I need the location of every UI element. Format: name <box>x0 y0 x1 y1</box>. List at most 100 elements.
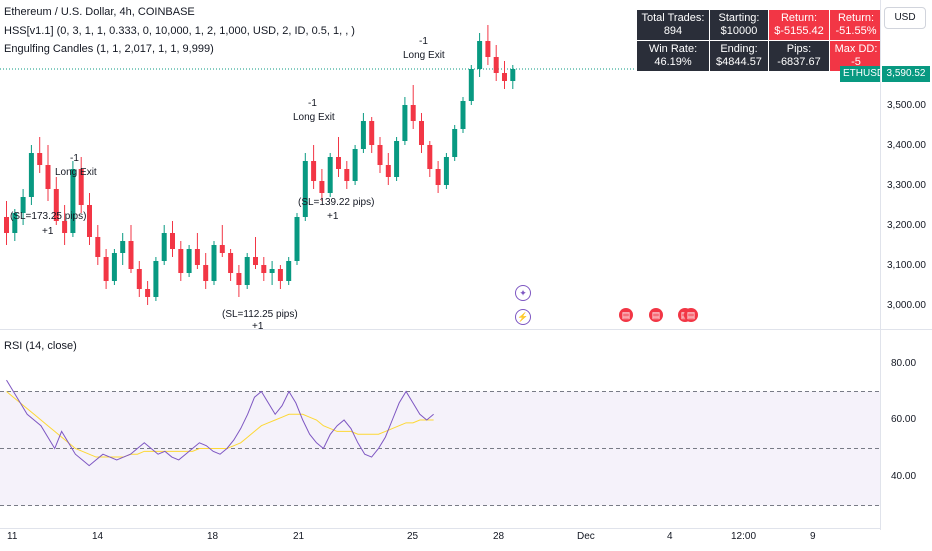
candle-body <box>136 269 142 289</box>
price-tick: 3,300.00 <box>887 180 926 191</box>
time-tick: 9 <box>810 531 816 542</box>
candle-body <box>78 169 84 205</box>
candle-body <box>502 73 507 81</box>
time-tick: 11 <box>7 531 18 542</box>
long-exit-label: Long Exit <box>293 112 335 123</box>
time-tick: 21 <box>293 531 305 542</box>
candle-body <box>286 261 292 281</box>
return-abs-cell: Return: $-5155.42 <box>768 9 830 41</box>
indicator-engulfing-legend[interactable]: Engulfing Candles (1, 1, 2,017, 1, 1, 9,… <box>4 43 214 55</box>
candle-body <box>236 273 242 285</box>
plus-one-label: +1 <box>42 226 54 237</box>
total-trades-label: Total Trades: <box>641 12 705 24</box>
candle-body <box>510 69 516 81</box>
candle-body <box>4 217 9 233</box>
candle-body <box>253 257 258 265</box>
candle-body <box>460 101 466 129</box>
rsi-chart[interactable] <box>0 330 880 528</box>
candle-body <box>352 149 358 181</box>
event-bolt-icon[interactable]: ⚡ <box>515 309 531 325</box>
candle-body <box>186 249 192 273</box>
minus-one-label: -1 <box>308 98 317 109</box>
candle-body <box>145 289 151 297</box>
us-flag-icon[interactable]: ▤ <box>619 308 633 322</box>
pips-cell: Pips: -6837.67 <box>768 40 830 72</box>
candle-body <box>377 145 383 165</box>
max-dd-value: -5 <box>851 56 861 68</box>
rsi-tick: 40.00 <box>891 471 917 482</box>
candle-body <box>477 41 483 69</box>
candle-body <box>344 169 350 181</box>
candle-body <box>203 265 209 281</box>
candle-body <box>12 213 18 233</box>
price-tick: 3,400.00 <box>887 140 926 151</box>
price-tick: 3,000.00 <box>887 300 926 311</box>
candle-body <box>87 205 92 237</box>
candle-body <box>37 153 43 165</box>
stop-loss-label: (SL=173.25 pips) <box>10 211 87 222</box>
minus-one-label: -1 <box>419 36 428 47</box>
time-tick: 14 <box>92 531 104 542</box>
starting-label: Starting: <box>718 12 760 24</box>
candle-body <box>45 165 51 189</box>
candle-body <box>128 241 134 269</box>
candle-body <box>319 181 325 193</box>
candle-body <box>62 221 68 233</box>
return-pct-cell: Return: -51.55% <box>829 9 883 41</box>
candle-body <box>435 169 441 185</box>
candle-body <box>170 233 175 249</box>
price-axis[interactable]: 3,500.00 3,400.00 3,300.00 3,200.00 3,10… <box>880 0 932 530</box>
time-tick: Dec <box>577 531 595 542</box>
candle-body <box>20 197 26 213</box>
candle-body <box>327 157 333 193</box>
time-axis[interactable] <box>0 528 880 551</box>
us-flag-icon[interactable]: ▤ <box>684 308 698 322</box>
candle-body <box>385 165 391 177</box>
candle-body <box>452 129 458 157</box>
candle-body <box>311 161 317 181</box>
candle-body <box>161 233 167 261</box>
return-pct-value: -51.55% <box>835 25 877 37</box>
event-star-icon[interactable]: ✦ <box>515 285 531 301</box>
ending-value: $4844.57 <box>716 56 762 68</box>
candle-body <box>211 245 217 281</box>
total-trades-cell: Total Trades: 894 <box>636 9 710 41</box>
candle-body <box>468 69 474 101</box>
candle-body <box>95 237 101 257</box>
starting-cell: Starting: $10000 <box>709 9 769 41</box>
return-abs-value: $-5155.42 <box>774 25 824 37</box>
rsi-band <box>0 391 880 506</box>
price-tick: 3,500.00 <box>887 100 926 111</box>
rsi-legend[interactable]: RSI (14, close) <box>4 340 77 352</box>
indicator-hss-legend[interactable]: HSS[v1.1] (0, 3, 1, 1, 0.333, 0, 10,000,… <box>4 25 355 37</box>
time-tick: 12:00 <box>731 531 757 542</box>
ending-cell: Ending: $4844.57 <box>709 40 769 72</box>
pane-separator[interactable] <box>0 329 932 330</box>
win-rate-cell: Win Rate: 46.19% <box>636 40 710 72</box>
price-tick: 3,100.00 <box>887 260 926 271</box>
symbol-title[interactable]: Ethereum / U.S. Dollar, 4h, COINBASE <box>4 6 195 18</box>
candle-body <box>219 245 225 253</box>
candle-body <box>493 57 499 73</box>
candle-body <box>103 257 109 281</box>
rsi-tick: 80.00 <box>891 358 917 369</box>
candle-body <box>153 261 159 297</box>
us-flag-icon[interactable]: ▤ <box>649 308 663 322</box>
time-tick: 4 <box>667 531 673 542</box>
price-chart[interactable] <box>0 0 880 328</box>
candle-body <box>485 41 491 57</box>
total-trades-value: 894 <box>663 25 683 37</box>
stop-loss-label: (SL=139.22 pips) <box>298 197 375 208</box>
plus-one-label: +1 <box>327 211 339 222</box>
candle-body <box>369 121 375 145</box>
last-price-tag: 3,590.52 <box>882 66 930 82</box>
candle-body <box>336 157 341 169</box>
candle-body <box>419 121 424 145</box>
candle-body <box>28 153 34 197</box>
candle-body <box>427 145 433 169</box>
ticker-tag: ETHUSD <box>840 66 888 82</box>
currency-button[interactable]: USD <box>884 7 926 29</box>
candle-body <box>228 253 234 273</box>
return-abs-label: Return: <box>780 12 818 24</box>
time-tick: 25 <box>407 531 419 542</box>
